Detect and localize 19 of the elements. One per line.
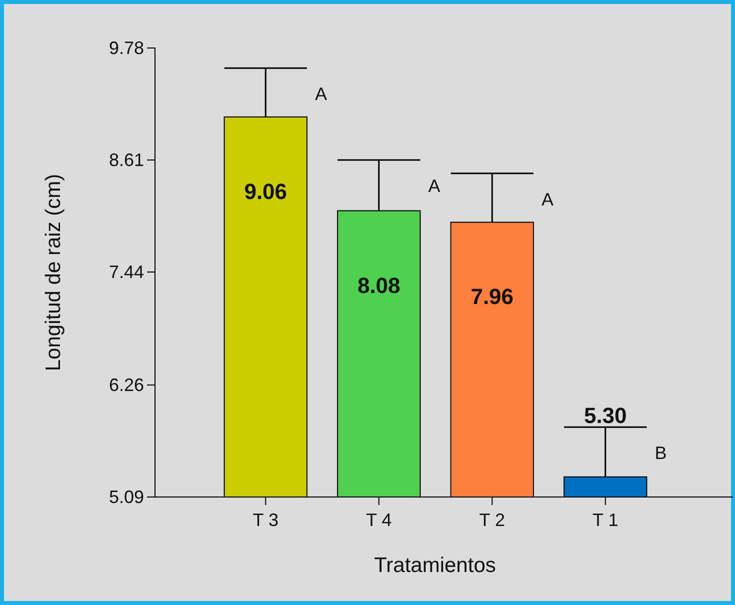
data-label: 5.30 (584, 403, 627, 428)
x-tick-label: T 1 (592, 510, 618, 530)
annotation: B (654, 443, 667, 464)
y-tick-label: 9.78 (108, 38, 144, 58)
y-tick-label: 8.61 (108, 150, 144, 170)
x-axis-title: Tratamientos (374, 554, 496, 577)
annotation: A (314, 84, 327, 104)
y-tick-label: 7.44 (108, 262, 144, 282)
data-label: 8.08 (357, 272, 400, 298)
data-label: 9.06 (244, 178, 288, 204)
x-tick-label: T 3 (252, 510, 278, 530)
annotation: A (428, 176, 440, 196)
y-tick-label: 5.09 (108, 486, 144, 507)
y-axis-title: Longitud de raiz (cm) (42, 174, 65, 372)
x-tick-label: T 4 (366, 510, 392, 530)
annotation: A (541, 189, 554, 210)
data-label: 7.96 (470, 284, 514, 310)
y-tick-label: 6.26 (108, 374, 144, 395)
x-tick-label: T 2 (479, 510, 505, 530)
